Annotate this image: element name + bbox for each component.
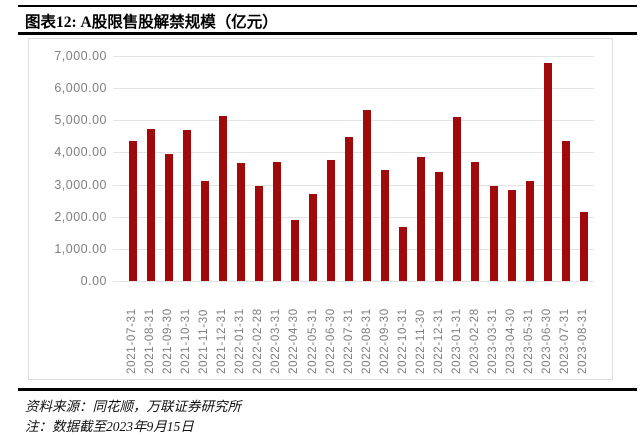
x-axis-label: 2022-02-28: [252, 308, 265, 374]
bar: [399, 227, 408, 281]
gridline: [113, 184, 594, 186]
x-axis-label: 2022-07-31: [342, 308, 355, 374]
bar: [236, 162, 245, 281]
x-axis-label: 2022-01-31: [234, 308, 247, 374]
x-axis-label: 2023-03-31: [487, 308, 500, 374]
x-axis-label: 2021-07-31: [126, 308, 139, 374]
y-axis-tick-label: 0.00: [80, 274, 107, 288]
bar-chart: 0.00 1,000.00 2,000.00 3,000.00 4,000.00 5,00…: [28, 38, 613, 380]
bar: [345, 137, 354, 281]
bar: [327, 160, 336, 281]
bar: [435, 172, 444, 281]
y-axis-tick-label: 2,000.00: [54, 209, 107, 224]
x-axis-label: 2021-10-31: [180, 308, 193, 374]
bar: [128, 140, 137, 281]
data-cutoff-note: 注：数据截至2023年9月15日: [25, 419, 194, 434]
source-note: 资料来源：同花顺，万联证券研究所: [25, 399, 241, 414]
x-axis-label: 2022-11-30: [414, 309, 427, 374]
bar: [309, 193, 318, 281]
y-axis-tick-label: 1,000.00: [54, 241, 107, 256]
bar: [381, 170, 390, 281]
title-divider: [18, 32, 637, 35]
x-axis-label: 2022-03-31: [270, 308, 283, 374]
x-axis-label: 2023-04-30: [505, 308, 518, 374]
bar: [489, 186, 498, 281]
figure-title: 图表12: A股限售股解禁规模（亿元）: [25, 14, 278, 31]
gridline: [113, 216, 594, 218]
bar: [471, 162, 480, 281]
bar: [525, 181, 534, 281]
bar: [507, 190, 516, 281]
gridline: [113, 152, 594, 154]
x-axis-label: 2022-04-30: [288, 308, 301, 374]
y-axis-tick-label: 3,000.00: [54, 177, 107, 192]
bar: [146, 129, 155, 281]
bar: [218, 115, 227, 281]
footer-divider: [18, 388, 637, 391]
y-axis-tick-label: 7,000.00: [54, 49, 107, 63]
x-axis-label: 2022-08-31: [360, 308, 373, 374]
gridline: [113, 281, 594, 282]
x-axis-label: 2023-06-30: [541, 308, 554, 374]
x-axis-label: 2023-07-31: [559, 308, 572, 374]
bar: [543, 63, 552, 281]
gridline: [113, 56, 594, 57]
bar: [200, 180, 209, 281]
x-axis-label: 2023-02-28: [468, 308, 481, 374]
x-axis-label: 2021-11-30: [198, 309, 211, 374]
x-axis-label: 2023-01-31: [450, 308, 463, 374]
bar: [417, 156, 426, 281]
x-axis-label: 2022-12-31: [432, 308, 445, 374]
gridline: [113, 120, 594, 122]
bar: [363, 110, 372, 281]
x-axis-label: 2022-09-30: [378, 308, 391, 374]
bar: [164, 154, 173, 281]
x-axis-label: 2022-05-31: [306, 308, 319, 374]
report-figure: { "header": { "title": "图表12: A股限售股解禁规模（…: [18, 5, 637, 434]
y-axis-tick-label: 5,000.00: [54, 113, 107, 128]
gridline: [113, 88, 594, 90]
gridline: [113, 248, 594, 250]
top-divider: [18, 5, 637, 7]
y-axis-tick-label: 6,000.00: [54, 81, 107, 96]
bar: [561, 140, 570, 281]
x-axis-label: 2023-08-31: [577, 308, 590, 374]
x-axis-label: 2021-09-30: [162, 308, 175, 374]
y-axis-tick-label: 4,000.00: [54, 145, 107, 160]
bar: [579, 212, 588, 281]
x-axis-label: 2021-08-31: [144, 308, 157, 374]
x-axis-label: 2023-05-31: [523, 308, 536, 374]
bar: [254, 185, 263, 281]
bar: [453, 117, 462, 281]
bar: [290, 219, 299, 281]
bar: [182, 130, 191, 281]
x-axis-label: 2022-06-30: [324, 308, 337, 374]
x-axis-label: 2022-10-31: [396, 308, 409, 374]
bar: [272, 162, 281, 281]
x-axis-label: 2021-12-31: [216, 308, 229, 374]
